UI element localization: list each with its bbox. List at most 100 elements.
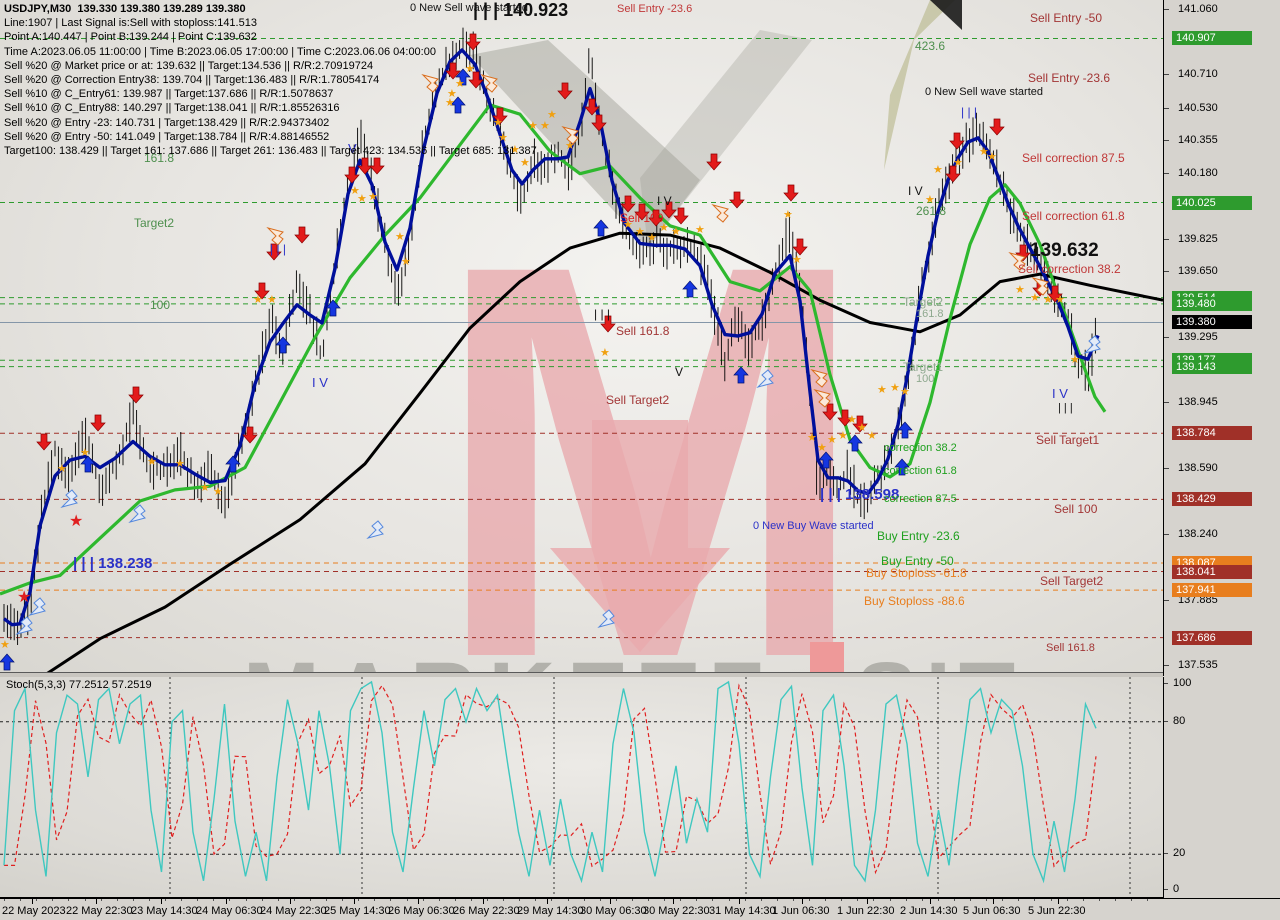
time-major-tick [32,899,33,904]
time-minor-tick [519,899,521,901]
sell-arrow-icon [648,209,664,227]
hollow-sell-arrow-icon [1008,252,1026,271]
star-icon: ★ [792,254,802,266]
sell-arrow-icon [1047,285,1063,303]
chart-annotation: Sell Entry -50 [1030,11,1102,25]
time-minor-tick [809,899,810,901]
time-axis-label: 22 May 2023 [2,905,66,917]
time-minor-tick [503,899,505,901]
sell-arrow-icon [36,433,52,451]
chart-annotation: I V [312,375,328,390]
watermark-chevron-right [640,30,812,248]
ma-medium-green [0,103,1107,596]
chart-annotation: Buy Stoploss -61.8 [866,566,967,580]
star-icon: ★ [498,132,508,144]
sell-arrow-icon [254,282,270,300]
time-axis[interactable]: 22 May 2023 22 May 22:30 23 May 14:30 24 Ma… [0,898,1280,920]
hollow-buy-arrow-icon [756,369,774,388]
star-icon: ★ [0,639,10,651]
star-icon: ★ [623,219,633,231]
time-major-tick [161,899,162,904]
time-minor-tick [1098,899,1100,901]
price-tick: 141.060 [1164,3,1280,17]
watermark-red-block [810,642,844,676]
level-price-badge: 139.480 [1172,296,1252,311]
star-icon: ★ [528,120,538,132]
sell-arrow-icon [852,415,868,433]
chart-annotation: | | | [594,307,610,321]
main-chart-area[interactable]: MMARKETZSIT★★★★★★★★★★★★★★★★★★★★★★★★★★★★★… [0,0,1164,676]
star-icon: ★ [647,232,657,244]
time-axis-label: 24 May 22:30 [260,905,327,917]
time-axis-label: 22 May 22:30 [66,905,133,917]
sell-arrow-icon [468,71,484,89]
time-minor-tick [20,899,22,901]
star-icon: ★ [455,78,465,90]
price-tick: 137.535 [1164,659,1280,673]
hollow-sell-arrow-icon [813,389,831,408]
price-tick: 138.590 [1164,462,1280,476]
star-icon: ★ [445,97,455,109]
time-minor-tick [696,899,698,901]
time-minor-tick [1131,899,1132,901]
sell-arrow-icon [357,157,373,175]
stochastic-panel[interactable]: Stoch(5,3,3) 77.2512 57.2519 [0,677,1164,898]
price-axis[interactable]: 141.060 140.710 140.530 140.355 140.180 139.8… [1164,0,1280,897]
time-minor-tick [116,899,118,901]
time-minor-tick [728,899,730,901]
price-tick: 138.240 [1164,528,1280,542]
time-minor-tick [776,899,778,901]
watermark-down-arrow [550,420,730,652]
time-minor-tick [986,899,988,901]
star-icon: ★ [979,146,989,158]
time-minor-tick [132,899,134,901]
time-minor-tick [760,899,762,901]
time-minor-tick [245,899,247,901]
stochastic-axis[interactable]: 100 80 20 0 [1164,677,1280,897]
time-minor-tick [213,899,215,901]
time-major-tick [226,899,227,904]
info-line: Sell %20 @ Entry -50: 141.049 | Target:1… [4,130,330,143]
stochastic-canvas [0,677,1163,897]
time-minor-tick [744,899,746,901]
chart-annotation: 100 [150,298,170,312]
time-axis-label: 5 Jun 06:30 [963,905,1021,917]
info-line: Sell %20 @ Correction Entry38: 139.704 |… [4,74,380,87]
time-minor-tick [52,899,54,901]
sell-arrow-icon [792,238,808,256]
time-minor-tick [953,899,955,901]
time-minor-tick [1034,899,1036,901]
sell-arrow-icon [445,62,461,80]
time-minor-tick [615,899,617,901]
time-minor-tick [165,899,166,901]
time-minor-tick [825,899,827,901]
sell-arrow-icon [369,157,385,175]
buy-arrow-icon [450,96,466,114]
chart-annotation: 161.8 [916,308,944,320]
sell-arrow-icon [989,118,1005,136]
ma-slow-black [40,231,1163,676]
time-minor-tick [841,899,843,901]
time-axis-label: 5 Jun 22:30 [1028,905,1086,917]
star-icon: ★ [57,463,67,475]
sell-arrow-icon [729,191,745,209]
time-minor-tick [36,899,38,901]
buy-arrow-icon [80,455,96,473]
time-axis-label: 29 May 14:30 [517,905,584,917]
star-icon: ★ [565,140,575,152]
time-minor-tick [84,899,86,901]
time-minor-tick [342,899,344,901]
time-axis-label: 1 Jun 06:30 [772,905,830,917]
time-minor-tick [148,899,150,901]
time-major-tick [739,899,740,904]
time-axis-label: 25 May 14:30 [324,905,391,917]
time-major-tick [993,899,994,904]
star-icon: ★ [175,458,185,470]
level-price-badge: 139.143 [1172,359,1252,374]
stochastic-label: Stoch(5,3,3) 77.2512 57.2519 [6,679,152,691]
chart-annotation: Sell 161.8 [1046,642,1095,654]
time-major-tick [930,899,931,904]
time-minor-tick [535,899,537,901]
time-axis-label: 31 May 14:30 [709,905,776,917]
star-icon: ★ [350,185,360,197]
